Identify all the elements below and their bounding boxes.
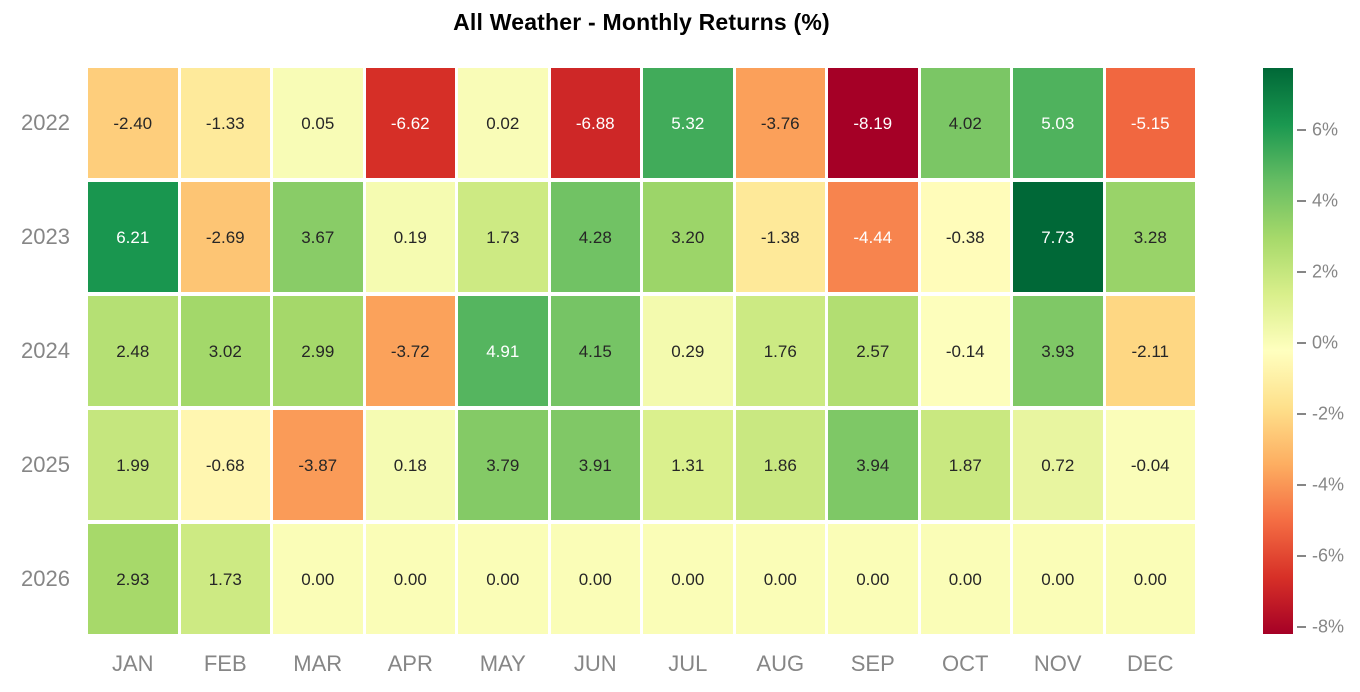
heatmap-cell: 4.28 (550, 182, 640, 292)
heatmap-cell: 0.00 (920, 524, 1010, 634)
heatmap-cell: 1.86 (735, 410, 825, 520)
x-tick-label: AUG (756, 651, 805, 676)
colorbar-tick-label: -4% (1312, 474, 1345, 495)
heatmap-cell: -4.44 (828, 182, 918, 292)
colorbar-tick-dash (1297, 199, 1306, 202)
heatmap-cell: -0.68 (180, 410, 270, 520)
heatmap-cell: 0.05 (273, 68, 363, 178)
heatmap-cell: -8.19 (828, 68, 918, 178)
x-tick-label: SEP (850, 651, 895, 676)
heatmap-cell: 3.94 (828, 410, 918, 520)
heatmap-cell: 1.99 (88, 410, 178, 520)
heatmap-cell: 3.20 (643, 182, 733, 292)
y-tick-label: 2023 (21, 224, 70, 249)
colorbar-tick-label: 2% (1312, 261, 1339, 282)
heatmap-cell: 0.19 (365, 182, 455, 292)
colorbar-tick-dash (1297, 555, 1306, 558)
heatmap-cell: -1.38 (735, 182, 825, 292)
heatmap-cell: 5.32 (643, 68, 733, 178)
heatmap-cell: 4.02 (920, 68, 1010, 178)
heatmap-cell: 0.00 (273, 524, 363, 634)
heatmap-cell: 0.29 (643, 296, 733, 406)
heatmap-cell: 1.87 (920, 410, 1010, 520)
heatmap-cell: 3.79 (458, 410, 548, 520)
colorbar: 6% 4% 2% 0% -2% -4% -6% -8% (1263, 68, 1360, 637)
heatmap-cell: 2.57 (828, 296, 918, 406)
colorbar-tick-dash (1297, 270, 1306, 273)
heatmap-cell: 0.00 (550, 524, 640, 634)
heatmap-cell: -2.40 (88, 68, 178, 178)
heatmap-cell: -3.72 (365, 296, 455, 406)
heatmap-cell: -6.62 (365, 68, 455, 178)
heatmap-cell: 0.00 (458, 524, 548, 634)
x-tick-label: MAY (479, 651, 526, 676)
heatmap-cell: 4.91 (458, 296, 548, 406)
heatmap-cell: -2.11 (1105, 296, 1195, 406)
heatmap-cell: 1.76 (735, 296, 825, 406)
heatmap-cell: 0.00 (735, 524, 825, 634)
x-tick-label: JAN (111, 651, 154, 676)
colorbar-tick-dash (1297, 484, 1306, 487)
heatmap-cell: 5.03 (1013, 68, 1103, 178)
heatmap-cell: -5.15 (1105, 68, 1195, 178)
x-tick-label: MAR (293, 651, 343, 676)
x-tick-label: DEC (1127, 651, 1174, 676)
colorbar-tick-label: -2% (1312, 403, 1345, 424)
heatmap-cell: 3.02 (180, 296, 270, 406)
heatmap-cell: 1.31 (643, 410, 733, 520)
heatmap-cell: 3.93 (1013, 296, 1103, 406)
heatmap-cell: 0.72 (1013, 410, 1103, 520)
x-tick-label: JUN (573, 651, 617, 676)
heatmap-cell: 2.48 (88, 296, 178, 406)
heatmap-cell: -0.14 (920, 296, 1010, 406)
colorbar-tick-label: 6% (1312, 119, 1339, 139)
heatmap-cell: -3.76 (735, 68, 825, 178)
heatmap-cell: 0.00 (828, 524, 918, 634)
colorbar-tick-dash (1297, 341, 1306, 344)
y-tick-label: 2024 (21, 338, 70, 363)
y-tick-label: 2026 (21, 566, 70, 591)
x-tick-label: JUL (668, 651, 708, 676)
x-tick-label: FEB (203, 651, 247, 676)
heatmap-cell: 3.91 (550, 410, 640, 520)
heatmap-cell: 0.00 (1105, 524, 1195, 634)
heatmap-grid: -2.40 -1.33 0.05 -6.62 0.02 -6.88 5.32 -3.76 -8.… (88, 68, 1195, 634)
x-tick-label: OCT (942, 651, 989, 676)
colorbar-tick-label: 4% (1312, 190, 1339, 211)
colorbar-tick-label: 0% (1312, 332, 1339, 353)
heatmap-cell: 0.00 (1013, 524, 1103, 634)
x-tick-label: NOV (1033, 651, 1082, 676)
colorbar-tick-label: -8% (1312, 616, 1345, 637)
heatmap-cell: 0.18 (365, 410, 455, 520)
heatmap-cell: -3.87 (273, 410, 363, 520)
x-tick-label: APR (387, 651, 433, 676)
heatmap-cell: 3.28 (1105, 182, 1195, 292)
heatmap-cell: -1.33 (180, 68, 270, 178)
colorbar-gradient (1263, 68, 1293, 634)
colorbar-tick-dash (1297, 626, 1306, 629)
heatmap-cell: 3.67 (273, 182, 363, 292)
heatmap-cell: -2.69 (180, 182, 270, 292)
heatmap-cell: 1.73 (458, 182, 548, 292)
colorbar-tick-dash (1297, 412, 1306, 415)
chart-title: All Weather - Monthly Returns (%) (453, 9, 830, 35)
colorbar-tick-label: -6% (1312, 545, 1345, 566)
heatmap-cell: 7.73 (1013, 182, 1103, 292)
heatmap-cell: 2.99 (273, 296, 363, 406)
colorbar-tick-dash (1297, 128, 1306, 131)
heatmap-cell: 0.00 (643, 524, 733, 634)
heatmap-cell: 4.15 (550, 296, 640, 406)
heatmap-cell: 0.02 (458, 68, 548, 178)
y-tick-label: 2025 (21, 452, 70, 477)
heatmap-cell: -6.88 (550, 68, 640, 178)
y-tick-label: 2022 (21, 110, 70, 135)
heatmap-cell: 1.73 (180, 524, 270, 634)
heatmap-cell: 0.00 (365, 524, 455, 634)
heatmap-cell: 2.93 (88, 524, 178, 634)
heatmap-cell: -0.38 (920, 182, 1010, 292)
heatmap-cell: -0.04 (1105, 410, 1195, 520)
heatmap-cell: 6.21 (88, 182, 178, 292)
